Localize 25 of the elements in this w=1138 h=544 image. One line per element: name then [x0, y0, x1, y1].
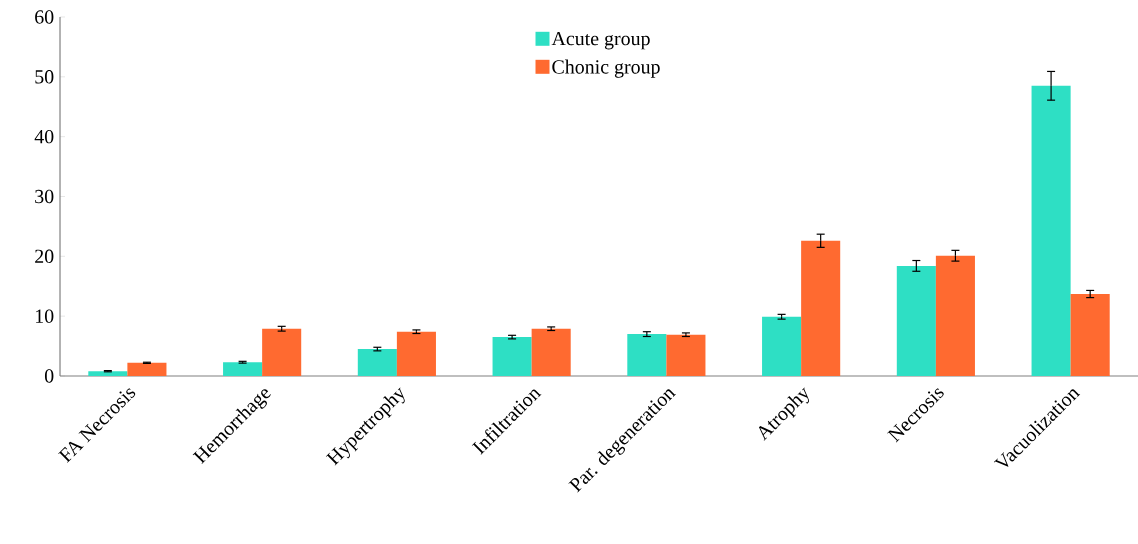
bar	[223, 362, 263, 376]
y-tick-label: 50	[35, 70, 54, 84]
y-tick-label: 20	[35, 249, 54, 264]
y-tick-label: 30	[35, 189, 54, 204]
bar	[1070, 294, 1110, 376]
y-tick-label: 10	[35, 309, 54, 323]
bar	[492, 337, 532, 376]
y-tick-label: 40	[34, 129, 54, 144]
y-tick-label: 60	[35, 10, 54, 24]
bar	[896, 265, 936, 376]
bar	[935, 255, 975, 376]
bar	[666, 334, 706, 376]
bar	[396, 331, 436, 376]
bar	[1031, 85, 1071, 376]
bar	[262, 328, 302, 376]
legend-label: Chonic group	[552, 59, 660, 78]
bar	[627, 334, 667, 376]
y-tick-label: 0	[44, 369, 54, 383]
bar	[762, 316, 802, 376]
bar	[127, 362, 167, 376]
bar	[801, 240, 841, 376]
bar	[88, 371, 128, 376]
bar	[357, 349, 397, 376]
bar	[531, 328, 571, 376]
legend-label: Acute group	[551, 31, 650, 50]
